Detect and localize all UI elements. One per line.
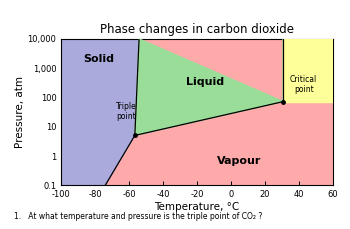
Polygon shape [135,39,284,135]
Text: Solid: Solid [83,55,114,64]
Polygon shape [61,39,139,229]
Y-axis label: Pressure, atm: Pressure, atm [15,76,25,148]
Text: Critical
point: Critical point [290,75,317,94]
Text: 1.   At what temperature and pressure is the triple point of CO₂ ?: 1. At what temperature and pressure is t… [14,212,262,221]
Text: Vapour: Vapour [217,156,261,166]
Title: Phase changes in carbon dioxide: Phase changes in carbon dioxide [100,23,294,36]
Polygon shape [284,39,332,102]
Text: Liquid: Liquid [186,77,224,87]
X-axis label: Temperature, °C: Temperature, °C [154,202,239,212]
Text: Triple
point: Triple point [116,102,137,121]
